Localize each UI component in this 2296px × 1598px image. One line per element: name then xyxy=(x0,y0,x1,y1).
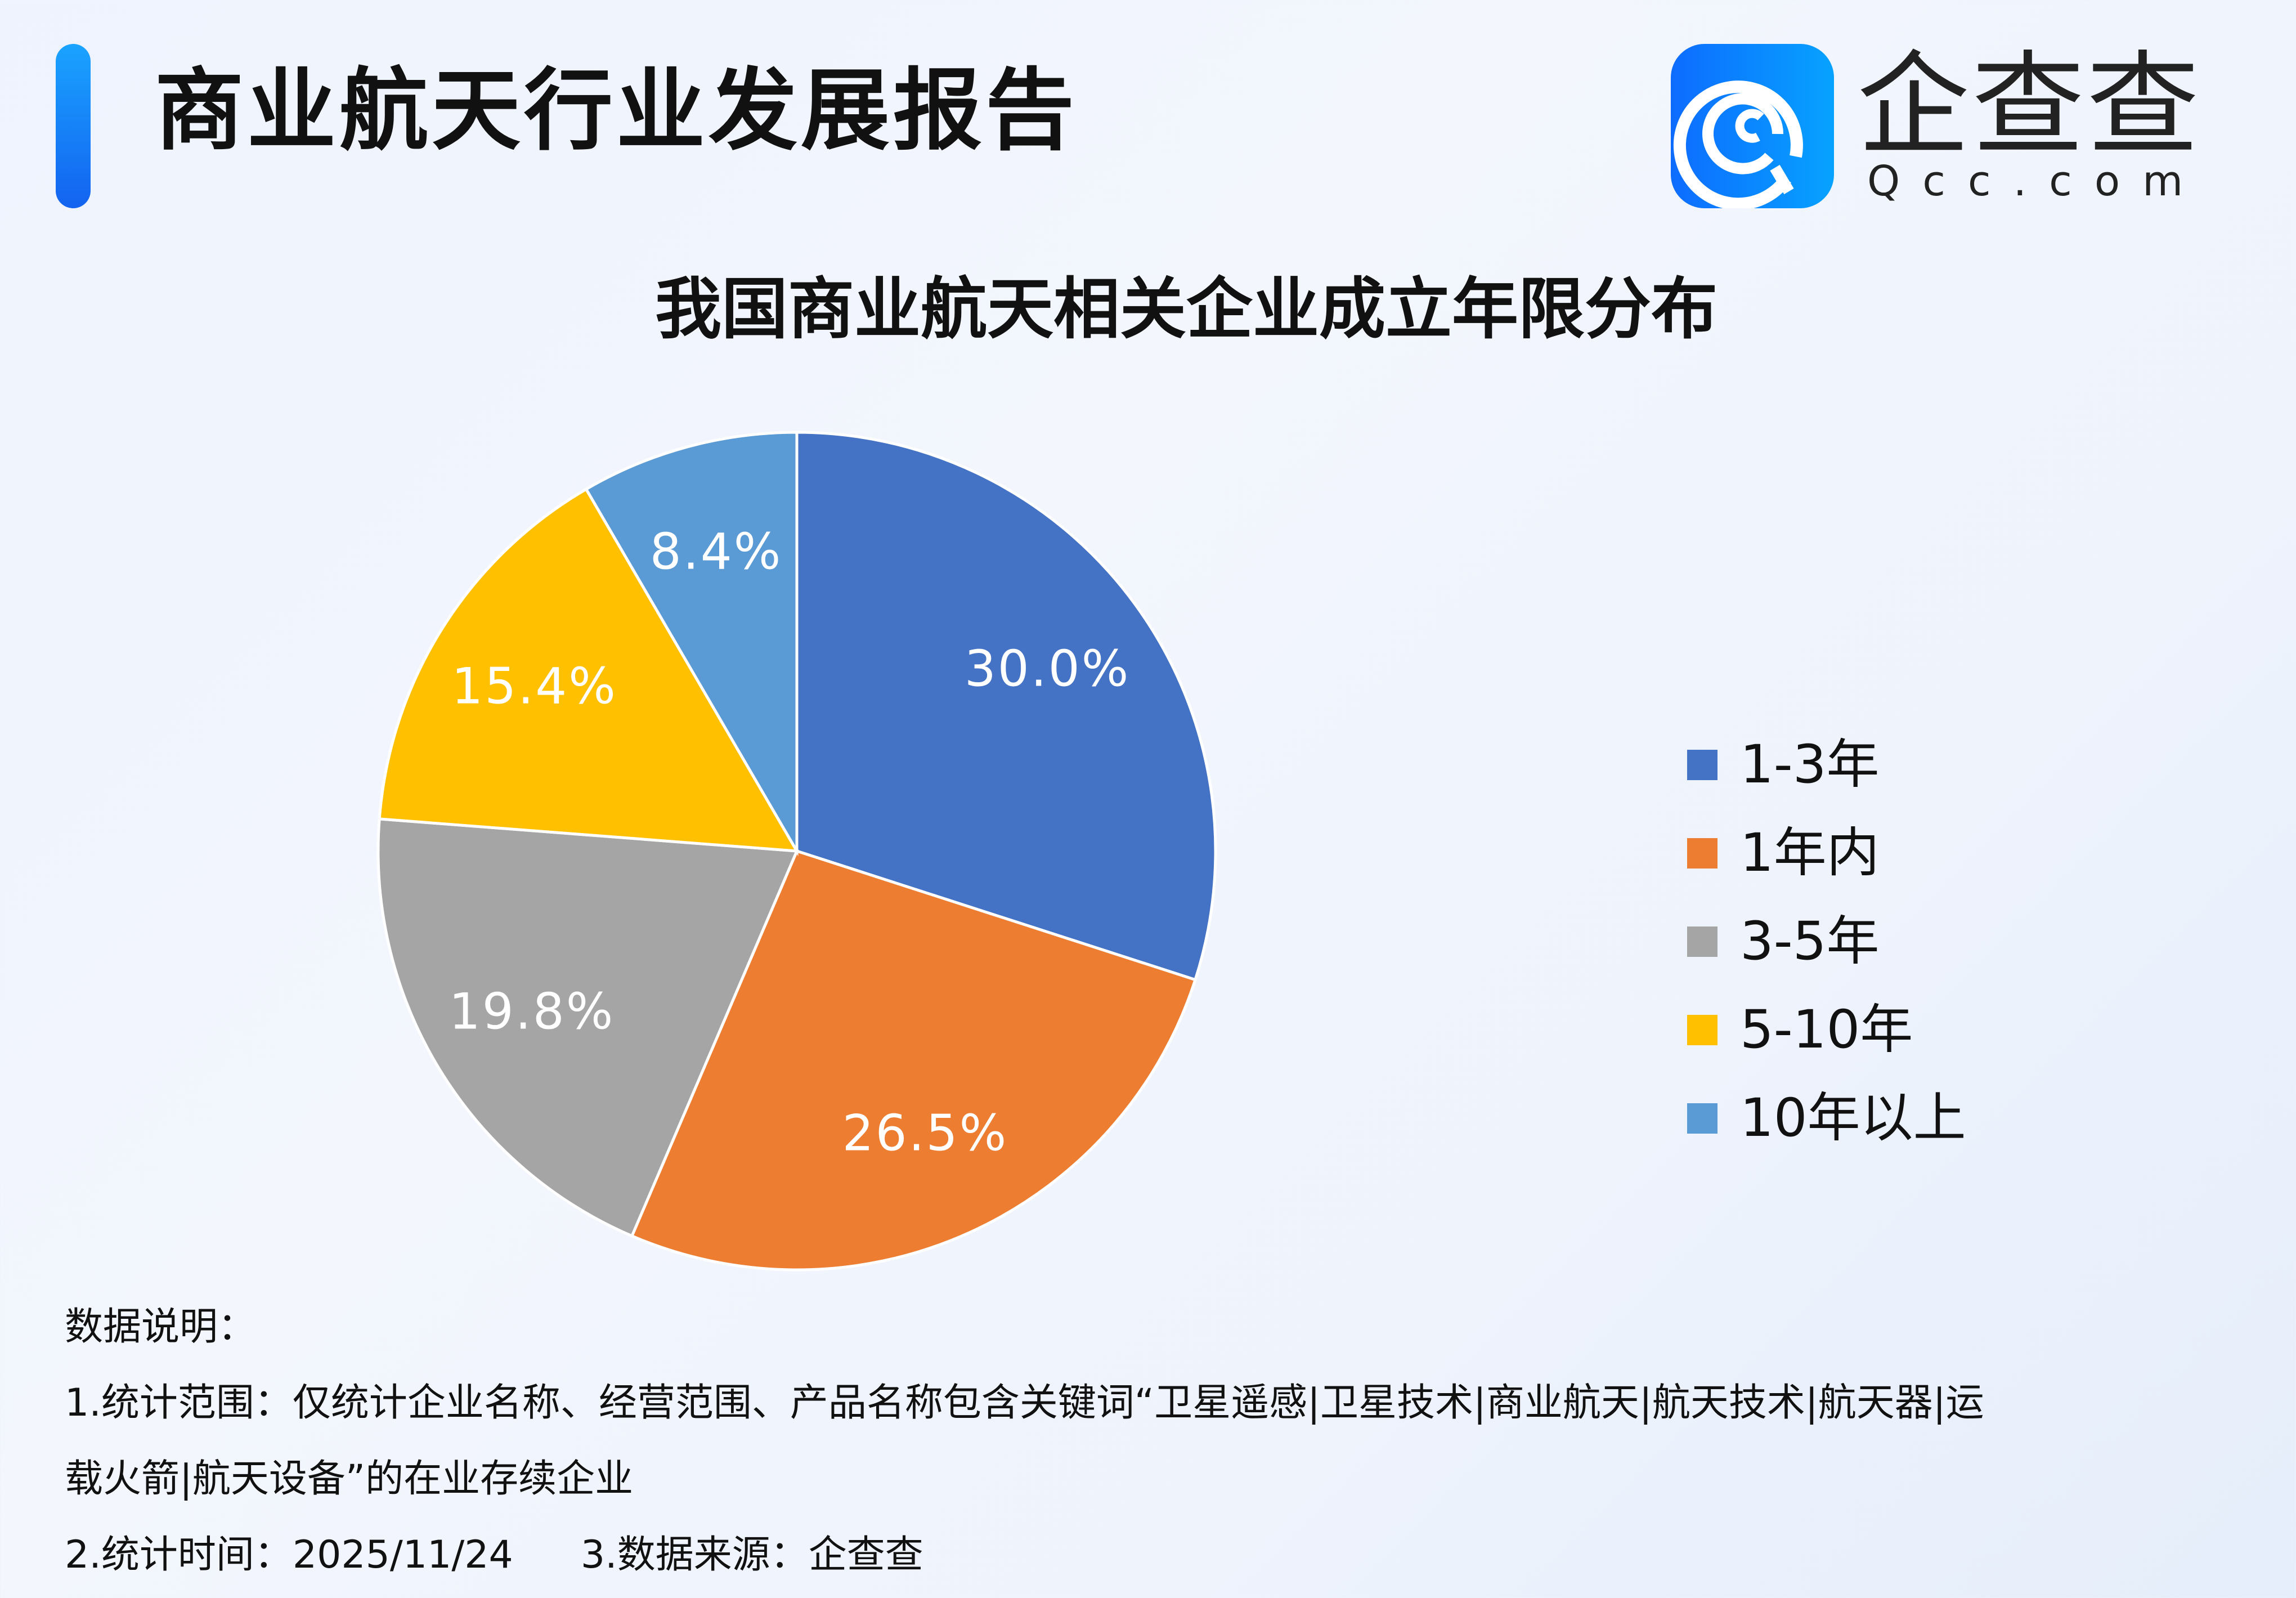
slice-label: 15.4% xyxy=(451,657,617,715)
legend-swatch xyxy=(1687,1014,1717,1045)
title-accent-bar xyxy=(56,44,91,208)
notes-line-2: 载火箭|航天设备”的在业存续企业 xyxy=(65,1457,634,1501)
qcc-logo-text: 企查查 xyxy=(1857,40,2202,171)
notes-date: 2.统计时间：2025/11/24 xyxy=(65,1533,513,1577)
data-notes: 数据说明： 1.统计范围：仅统计企业名称、经营范围、产品名称包含关键词“卫星遥感… xyxy=(65,1289,1984,1593)
legend-swatch xyxy=(1687,926,1717,957)
notes-heading: 数据说明： xyxy=(65,1305,257,1349)
qcc-logo-icon xyxy=(1671,44,1834,211)
legend-item: 1-3年 xyxy=(1687,720,1966,809)
qcc-logo-domain: Qcc.com xyxy=(1867,157,2206,205)
slice-label: 30.0% xyxy=(964,639,1131,698)
slice-label: 8.4% xyxy=(649,522,783,581)
legend: 1-3年 1年内 3-5年 5-10年 10年以上 xyxy=(1687,720,1966,1162)
legend-label: 1-3年 xyxy=(1740,733,1880,795)
pie-slice-5-10年 xyxy=(378,487,800,853)
legend-swatch xyxy=(1687,749,1717,780)
report-title: 商业航天行业发展报告 xyxy=(155,59,1078,163)
legend-item: 1年内 xyxy=(1687,809,1966,897)
legend-item: 3-5年 xyxy=(1687,897,1966,986)
pie-slice-1年内 xyxy=(630,849,1198,1272)
pie-slice-1-3年 xyxy=(795,431,1217,982)
legend-label: 1年内 xyxy=(1740,822,1880,884)
legend-swatch xyxy=(1687,1103,1717,1134)
legend-label: 10年以上 xyxy=(1740,1087,1966,1149)
slice-label: 26.5% xyxy=(842,1104,1008,1162)
pie-slice-3-5年 xyxy=(376,817,799,1238)
legend-item: 10年以上 xyxy=(1687,1074,1966,1162)
slice-label: 19.8% xyxy=(449,982,615,1041)
legend-swatch xyxy=(1687,838,1717,869)
chart-title: 我国商业航天相关企业成立年限分布 xyxy=(654,270,1717,348)
legend-label: 5-10年 xyxy=(1740,999,1913,1060)
legend-label: 3-5年 xyxy=(1740,910,1880,972)
notes-line-1: 1.统计范围：仅统计企业名称、经营范围、产品名称包含关键词“卫星遥感|卫星技术|… xyxy=(65,1381,1984,1425)
legend-item: 5-10年 xyxy=(1687,986,1966,1074)
notes-source: 3.数据来源：企查查 xyxy=(580,1533,923,1577)
pie-slice-10年以上 xyxy=(584,431,799,857)
